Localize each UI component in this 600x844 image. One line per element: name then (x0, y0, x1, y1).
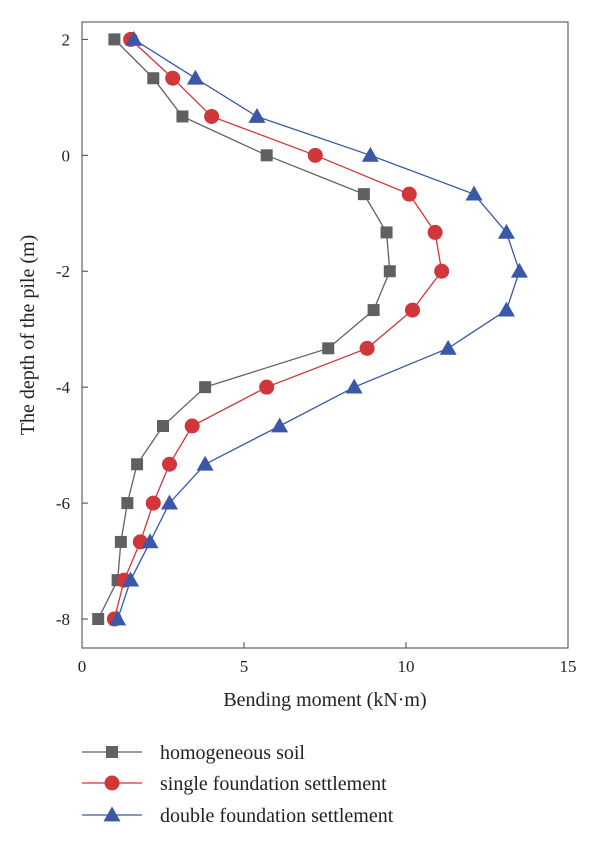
data-point (259, 379, 275, 395)
y-tick-label: -4 (56, 378, 71, 397)
data-point (157, 420, 169, 433)
data-point (161, 456, 177, 472)
data-point (404, 302, 420, 318)
data-point (361, 146, 379, 162)
data-point (92, 613, 105, 626)
data-point (465, 185, 483, 201)
data-point (114, 535, 127, 548)
data-point (510, 262, 528, 278)
legend-label: double foundation settlement (160, 805, 394, 827)
legend-marker (106, 746, 118, 758)
data-point (145, 495, 161, 511)
data-point (367, 304, 380, 317)
data-point (271, 417, 289, 433)
data-point (434, 263, 450, 279)
data-point (125, 30, 143, 46)
y-tick-label: -8 (56, 610, 70, 629)
y-tick-label: -2 (56, 262, 70, 281)
data-point (497, 223, 515, 239)
data-point (109, 610, 127, 626)
data-point (160, 494, 178, 510)
series-line (97, 38, 391, 620)
legend-marker (103, 806, 121, 822)
y-axis-ticks: 2 0 -2 -4 -6 -8 (56, 30, 88, 629)
data-point (176, 110, 189, 123)
data-point (204, 108, 220, 124)
x-tick-label: 10 (398, 657, 415, 676)
data-point (186, 69, 204, 85)
data-point (380, 226, 393, 239)
data-point (165, 70, 181, 86)
y-tick-label: 2 (62, 30, 71, 49)
series-line (113, 38, 443, 620)
legend-entry: double foundation settlement (82, 805, 394, 827)
x-tick-label: 5 (240, 657, 249, 676)
series-double-foundation-settlement (109, 30, 528, 626)
data-point (359, 340, 375, 356)
legend-label: single foundation settlement (160, 773, 387, 795)
legend-label: homogeneous soil (160, 742, 305, 764)
axes (81, 21, 569, 649)
data-point (108, 33, 121, 46)
legend-entry: single foundation settlement (82, 773, 387, 795)
data-point (122, 571, 140, 587)
x-axis-title: Bending moment (kN·m) (223, 689, 426, 711)
data-point (248, 107, 266, 123)
data-point (199, 381, 212, 394)
y-tick-label: 0 (62, 146, 71, 165)
x-tick-label: 15 (560, 657, 577, 676)
series-homogeneous-soil (92, 33, 396, 626)
data-point (383, 265, 396, 278)
data-point (121, 497, 134, 510)
data-point (307, 147, 323, 163)
legend-marker (104, 775, 120, 791)
data-point (322, 342, 335, 355)
data-point (196, 455, 214, 471)
data-point (260, 149, 273, 162)
data-point (131, 458, 144, 471)
legend-entry: homogeneous soil (82, 742, 305, 764)
series-layer (92, 30, 528, 627)
plot-frame (81, 21, 569, 649)
legend: homogeneous soil single foundation settle… (82, 742, 394, 827)
data-point (345, 378, 363, 394)
data-point (147, 72, 160, 85)
series-single-foundation-settlement (106, 31, 450, 627)
y-tick-label: -6 (56, 494, 70, 513)
data-point (427, 224, 443, 240)
data-point (184, 418, 200, 434)
data-point (401, 186, 417, 202)
data-point (141, 533, 159, 549)
y-axis-title: The depth of the pile (m) (17, 235, 39, 436)
x-axis-ticks: 0 5 10 15 (78, 642, 577, 676)
data-point (497, 301, 515, 317)
series-line (117, 38, 521, 620)
data-point (357, 188, 370, 201)
x-tick-label: 0 (78, 657, 87, 676)
data-point (439, 339, 457, 355)
